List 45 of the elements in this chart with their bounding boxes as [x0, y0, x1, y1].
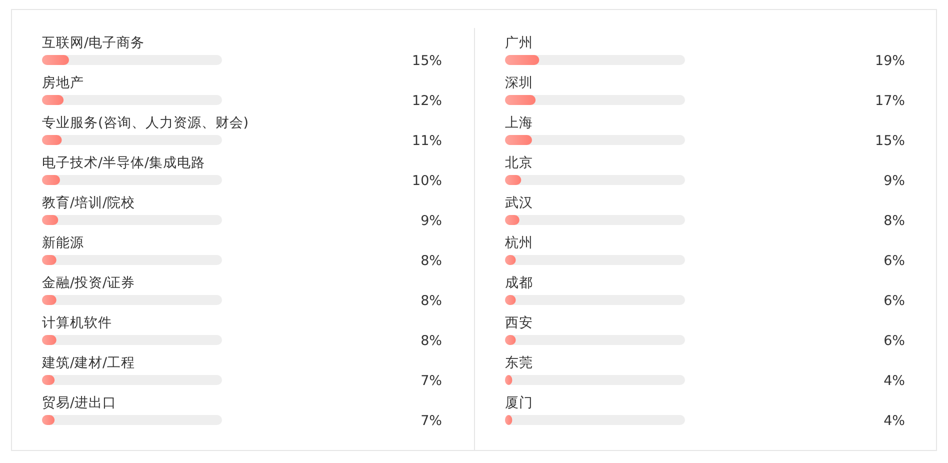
y-tick-label: 专业服务(咨询、人力资源、财会): [42, 115, 249, 131]
data-label: 6%: [884, 293, 906, 309]
y-tick-label: 深圳: [505, 75, 533, 91]
bar: [505, 55, 540, 65]
y-tick-label: 金融/投资/证券: [42, 275, 136, 291]
y-tick-label: 西安: [505, 315, 533, 331]
data-label: 17%: [874, 93, 906, 109]
data-label: 19%: [874, 53, 906, 69]
data-label: 7%: [420, 413, 442, 429]
data-label: 4%: [884, 373, 906, 389]
y-tick-label: 电子技术/半导体/集成电路: [42, 155, 206, 171]
y-tick-label: 北京: [505, 155, 533, 171]
y-tick-label: 房地产: [42, 75, 84, 91]
data-label: 15%: [874, 133, 906, 149]
data-label: 9%: [884, 173, 906, 189]
data-label: 8%: [420, 333, 442, 349]
y-tick-label: 上海: [505, 115, 533, 131]
bar: [505, 135, 532, 145]
y-tick-label: 计算机软件: [42, 315, 112, 331]
data-label: 6%: [884, 333, 906, 349]
y-tick-label: 杭州: [504, 235, 533, 251]
data-label: 8%: [420, 253, 442, 269]
y-tick-label: 厦门: [505, 395, 533, 411]
y-tick-label: 互联网/电子商务: [42, 35, 145, 51]
y-tick-label: 新能源: [42, 235, 84, 251]
y-tick-label: 成都: [505, 275, 533, 291]
y-tick-label: 建筑/建材/工程: [41, 355, 136, 371]
y-tick-label: 武汉: [505, 195, 533, 211]
bar: [42, 55, 69, 65]
data-label: 15%: [412, 53, 442, 69]
bar: [42, 95, 64, 105]
y-tick-label: 教育/培训/院校: [42, 194, 136, 211]
data-label: 6%: [884, 253, 906, 269]
data-label: 4%: [884, 413, 906, 429]
data-label: 8%: [420, 293, 442, 309]
data-label: 8%: [884, 213, 906, 229]
y-tick-label: 广州: [505, 35, 533, 51]
y-tick-label: 东莞: [505, 355, 533, 371]
data-label: 10%: [412, 173, 442, 189]
data-label: 9%: [420, 213, 442, 229]
y-tick-label: 贸易/进出口: [42, 395, 117, 411]
data-label: 12%: [412, 93, 442, 109]
bar: [505, 95, 536, 105]
data-label: 7%: [420, 373, 442, 389]
data-label: 11%: [412, 133, 442, 149]
